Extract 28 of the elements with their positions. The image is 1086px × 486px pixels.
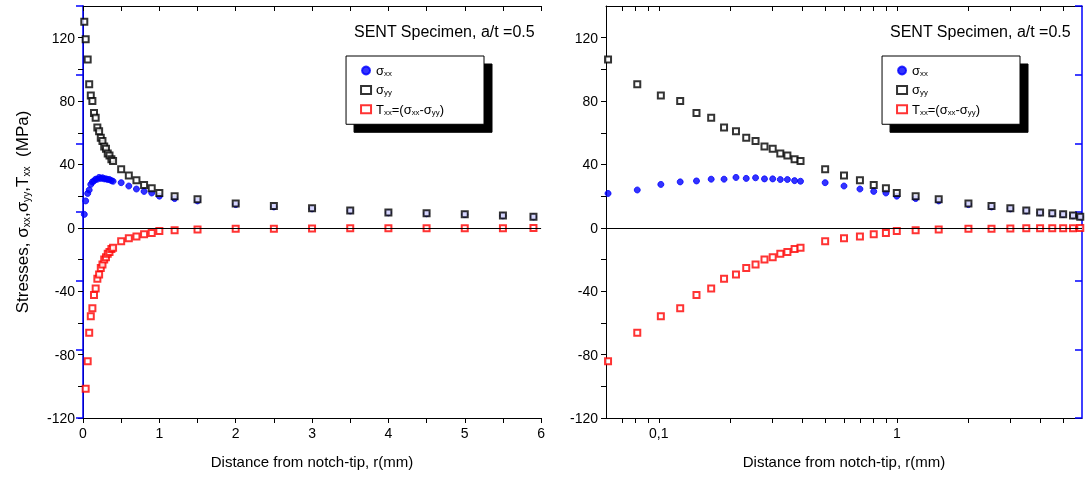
x-tick-label: 5	[460, 425, 469, 441]
x-tick-label: 6	[537, 425, 546, 441]
y-tick-label: 120	[574, 29, 599, 46]
text: SENT Specimen, a/t =0.5	[890, 22, 1071, 40]
y-tick-label: -120	[569, 410, 599, 426]
x-tick-label: 0	[79, 425, 88, 441]
x-tick-label: 2	[231, 425, 240, 441]
x-axis-title: Distance from notch-tip, r(mm)	[742, 453, 946, 470]
y-tick-label: 0	[590, 219, 599, 236]
y-tick-label: 0	[67, 219, 76, 236]
y-tick-label: 40	[59, 156, 76, 173]
text: SENT Specimen, a/t =0.5	[354, 22, 535, 40]
x-tick-label: 1	[892, 425, 901, 441]
y-tick-label: 40	[582, 156, 599, 173]
y-tick-label: 80	[582, 93, 599, 110]
y-tick-label: -120	[46, 410, 76, 426]
y-tick-label: -80	[577, 346, 599, 363]
y-axis-title: Stresses, σxx,σyy,Txx (MPa)	[12, 110, 32, 314]
x-tick-label: 4	[384, 425, 393, 441]
x-tick-label: 3	[308, 425, 317, 441]
x-axis-title: Distance from notch-tip, r(mm)	[210, 453, 414, 470]
y-tick-label: -80	[54, 346, 76, 363]
y-tick-label: 120	[51, 29, 76, 46]
x-tick-label: 0,1	[649, 425, 669, 441]
y-tick-label: 80	[59, 93, 76, 110]
x-tick-label: 1	[155, 425, 164, 441]
y-tick-label: -40	[577, 283, 599, 300]
y-tick-label: -40	[54, 283, 76, 300]
